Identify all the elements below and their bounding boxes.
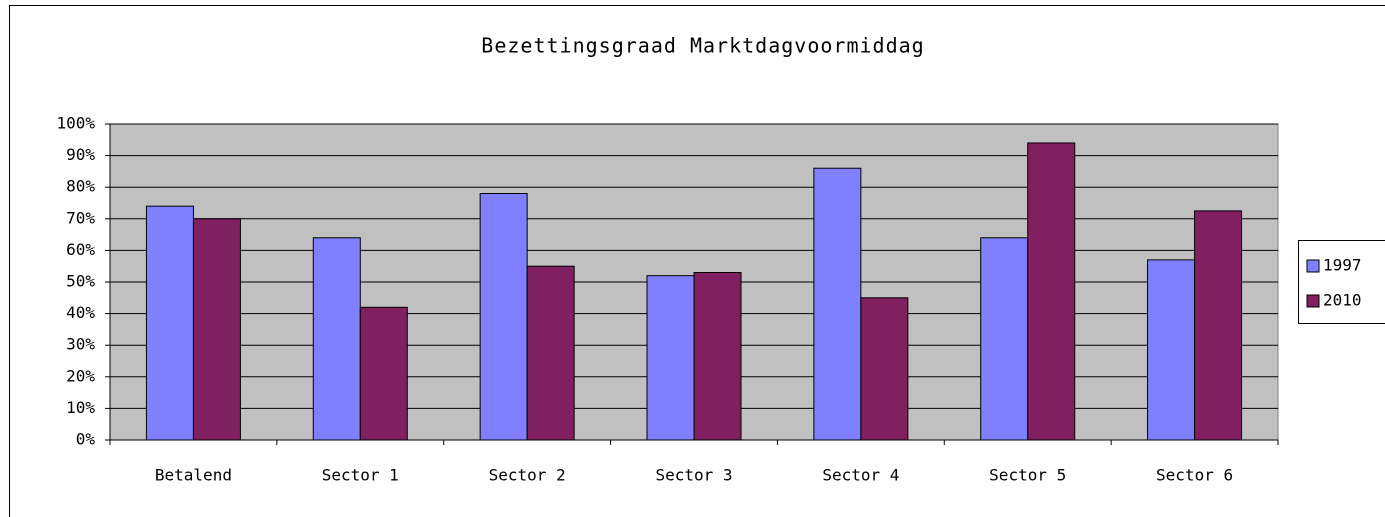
bar xyxy=(1147,259,1196,441)
legend-swatch xyxy=(1306,259,1320,273)
y-tick-label: 10% xyxy=(66,398,95,417)
legend-swatch xyxy=(1306,294,1320,308)
y-tick-label: 20% xyxy=(66,366,95,385)
x-tick-label: Sector 1 xyxy=(322,466,399,485)
x-tick-label: Betalend xyxy=(155,466,232,485)
bar xyxy=(479,193,528,441)
x-tick-label: Sector 3 xyxy=(655,466,732,485)
bar xyxy=(1194,210,1243,441)
y-tick-label: 30% xyxy=(66,335,95,354)
bar xyxy=(860,297,909,441)
legend-label: 1997 xyxy=(1323,256,1362,275)
x-tick-label: Sector 2 xyxy=(489,466,566,485)
bar xyxy=(980,237,1029,441)
bar xyxy=(526,265,575,441)
bar xyxy=(813,167,862,441)
bar xyxy=(359,306,408,441)
bar xyxy=(1027,142,1076,441)
y-tick-label: 60% xyxy=(66,240,95,259)
y-tick-label: 0% xyxy=(76,430,96,449)
y-tick-label: 80% xyxy=(66,177,95,196)
x-tick-label: Sector 4 xyxy=(822,466,899,485)
y-tick-label: 70% xyxy=(66,208,95,227)
x-tick-label: Sector 6 xyxy=(1156,466,1233,485)
chart-title: Bezettingsgraad Marktdagvoormiddag xyxy=(481,34,924,58)
x-tick-label: Sector 5 xyxy=(989,466,1066,485)
legend-label: 2010 xyxy=(1323,291,1362,310)
y-tick-label: 90% xyxy=(66,145,95,164)
y-tick-label: 100% xyxy=(56,114,95,133)
bar xyxy=(693,272,742,441)
bar xyxy=(192,218,241,441)
y-tick-label: 40% xyxy=(66,303,95,322)
bar xyxy=(646,275,695,441)
y-tick-label: 50% xyxy=(66,272,95,291)
bar xyxy=(312,237,361,441)
bar xyxy=(145,205,194,441)
legend-box xyxy=(1298,240,1385,324)
